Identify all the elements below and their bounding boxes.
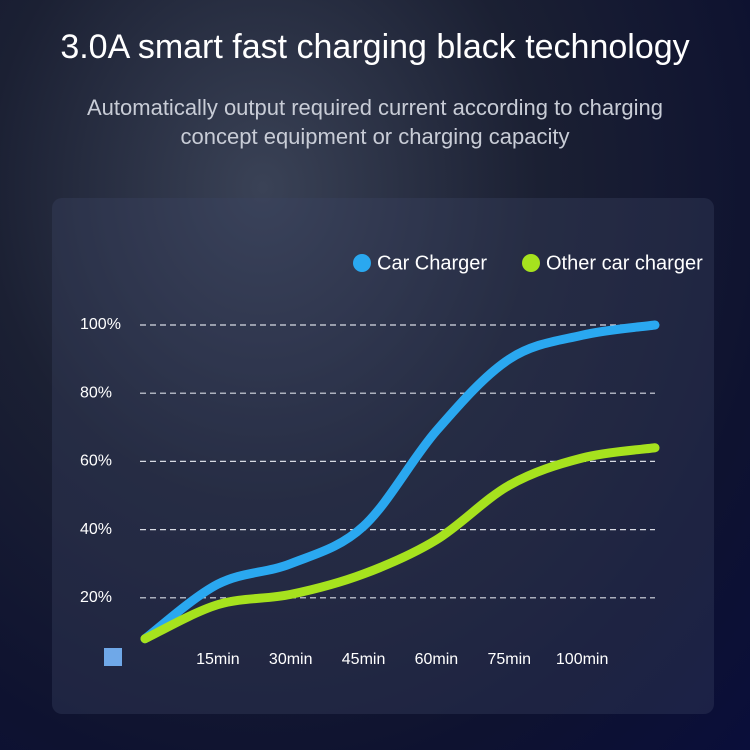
y-tick-label: 20% (80, 589, 112, 606)
series-line (140, 320, 660, 644)
y-tick-label: 80% (80, 384, 112, 401)
x-tick-label: 100min (556, 651, 608, 668)
y-tick-label: 60% (80, 453, 112, 470)
y-tick-label: 40% (80, 521, 112, 538)
x-tick-label: 45min (342, 651, 386, 668)
legend-swatch (522, 254, 540, 272)
subtitle: Automatically output required current ac… (87, 95, 663, 149)
x-tick-label: 15min (196, 651, 240, 668)
x-tick-label: 60min (415, 651, 459, 668)
legend-swatch (353, 254, 371, 272)
y-tick-label: 100% (80, 316, 121, 333)
title: 3.0A smart fast charging black technolog… (60, 28, 690, 66)
series-line (140, 443, 660, 644)
x-tick-label: 75min (487, 651, 531, 668)
icon (104, 648, 122, 666)
x-tick-label: 30min (269, 651, 313, 668)
legend-label: Other car charger (546, 252, 703, 274)
legend-label: Car Charger (377, 252, 487, 274)
